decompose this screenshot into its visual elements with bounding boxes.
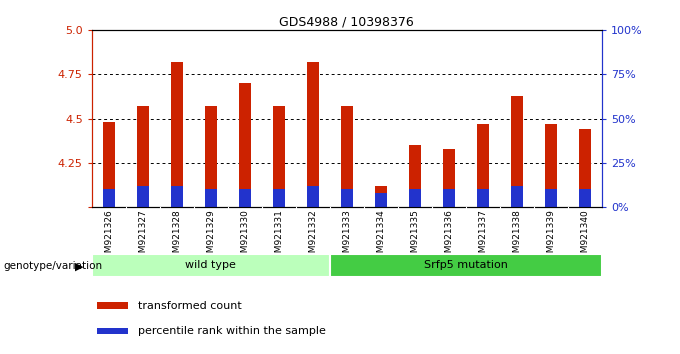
Bar <box>307 62 319 207</box>
Bar <box>205 106 217 207</box>
Bar <box>409 189 421 207</box>
Bar <box>92 253 330 278</box>
Text: GSM921339: GSM921339 <box>546 210 556 264</box>
Bar <box>97 302 128 309</box>
Bar <box>273 189 285 207</box>
Text: GSM921328: GSM921328 <box>172 210 182 264</box>
Title: GDS4988 / 10398376: GDS4988 / 10398376 <box>279 16 414 29</box>
Text: GSM921332: GSM921332 <box>308 210 318 264</box>
Bar <box>103 122 115 207</box>
Text: GSM921326: GSM921326 <box>104 210 114 264</box>
Text: ▶: ▶ <box>75 261 84 271</box>
Bar <box>307 186 319 207</box>
Text: GSM921337: GSM921337 <box>478 210 488 264</box>
Text: GSM921335: GSM921335 <box>410 210 420 264</box>
Bar <box>205 189 217 207</box>
Text: Srfp5 mutation: Srfp5 mutation <box>424 261 508 270</box>
Bar <box>330 253 602 278</box>
Bar <box>239 189 251 207</box>
Text: genotype/variation: genotype/variation <box>3 261 103 271</box>
Bar <box>273 106 285 207</box>
Bar <box>341 106 353 207</box>
Text: percentile rank within the sample: percentile rank within the sample <box>137 326 326 336</box>
Bar <box>341 189 353 207</box>
Bar <box>545 189 557 207</box>
Bar <box>97 328 128 334</box>
Text: GSM921327: GSM921327 <box>138 210 148 264</box>
Bar <box>239 83 251 207</box>
Bar <box>443 189 455 207</box>
Text: GSM921329: GSM921329 <box>206 210 216 264</box>
Bar <box>375 186 387 207</box>
Bar <box>511 96 523 207</box>
Bar <box>103 189 115 207</box>
Bar <box>409 145 421 207</box>
Text: GSM921338: GSM921338 <box>512 210 522 264</box>
Bar <box>477 189 489 207</box>
Bar <box>545 124 557 207</box>
Text: GSM921336: GSM921336 <box>444 210 454 264</box>
Text: GSM921334: GSM921334 <box>376 210 386 264</box>
Bar <box>137 106 149 207</box>
Text: transformed count: transformed count <box>137 301 241 310</box>
Bar <box>171 186 183 207</box>
Bar <box>477 124 489 207</box>
Bar <box>511 186 523 207</box>
Text: GSM921331: GSM921331 <box>274 210 284 264</box>
Text: GSM921340: GSM921340 <box>580 210 590 264</box>
Bar <box>171 62 183 207</box>
Bar <box>375 193 387 207</box>
Bar <box>579 189 591 207</box>
Bar <box>579 129 591 207</box>
Bar <box>443 149 455 207</box>
Bar <box>137 186 149 207</box>
Text: GSM921333: GSM921333 <box>342 210 352 264</box>
Text: wild type: wild type <box>186 261 236 270</box>
Text: GSM921330: GSM921330 <box>240 210 250 264</box>
